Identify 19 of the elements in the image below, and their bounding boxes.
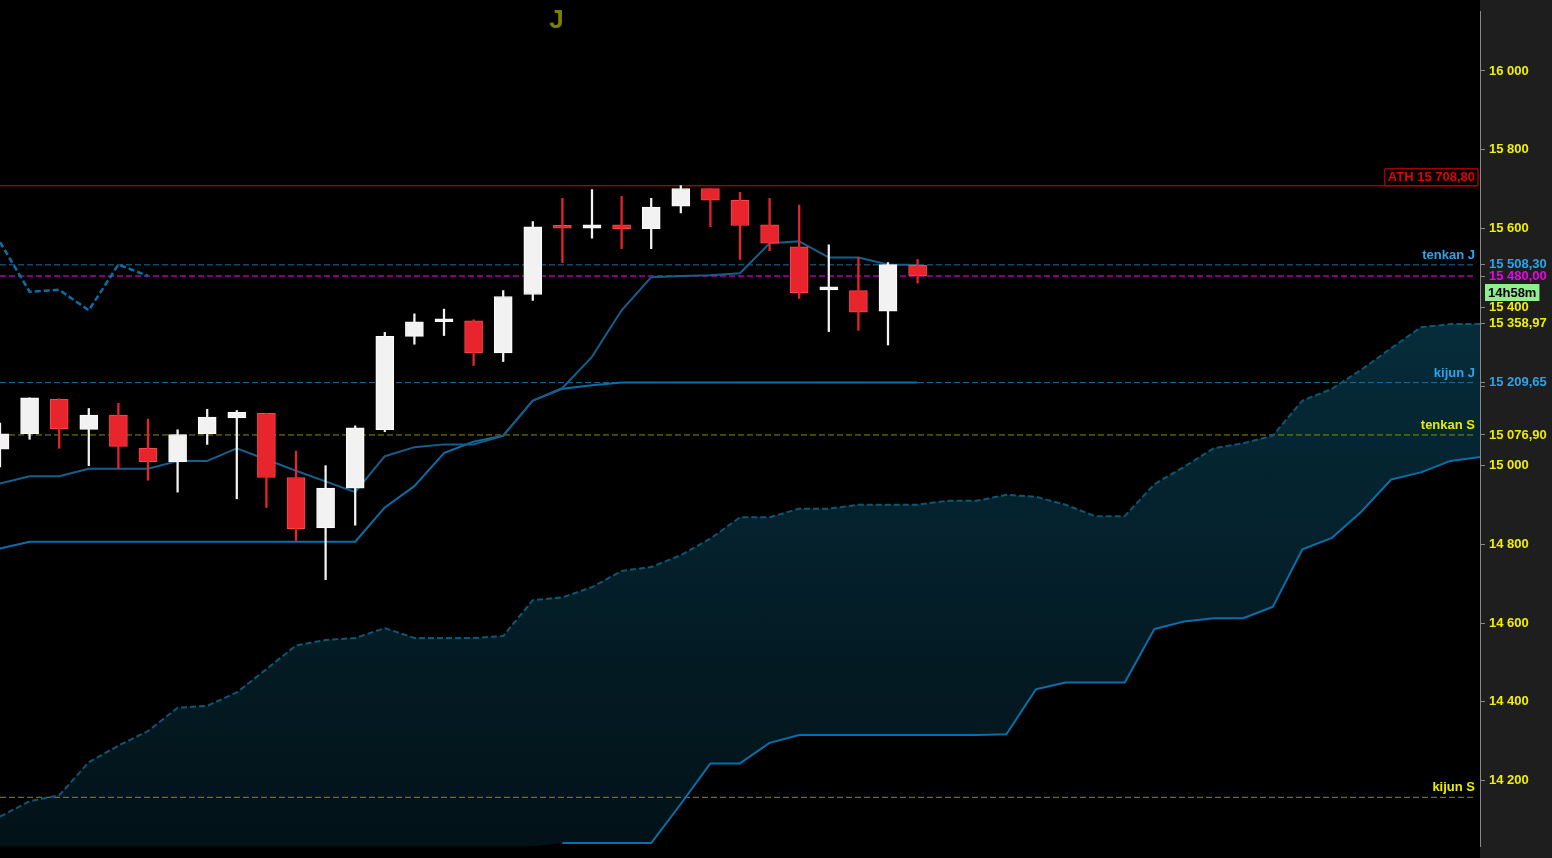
ref-line-label: kijun J — [1433, 364, 1475, 380]
ref-line-label: kijun S — [1432, 779, 1476, 795]
y-tick-label: 15 358,97 — [1489, 315, 1547, 331]
ref-line-label: ATH 15 708,80 — [1387, 169, 1475, 185]
ref-line-label: tenkan S — [1420, 417, 1476, 433]
ref-line-label: tenkan J — [1422, 246, 1475, 262]
y-tick-label: 15 800 — [1489, 141, 1529, 157]
y-tick-label: 14 200 — [1489, 772, 1529, 788]
chart-title: J — [549, 4, 564, 35]
y-tick-label: 16 000 — [1489, 62, 1529, 78]
y-tick-label: 15 600 — [1489, 220, 1529, 236]
y-tick-label: 14 800 — [1489, 535, 1529, 551]
y-tick-label: 14 400 — [1489, 693, 1529, 709]
y-tick-label: 15 076,90 — [1489, 426, 1547, 442]
y-tick-label: 14 600 — [1489, 614, 1529, 630]
y-tick-label: 15 400 — [1489, 299, 1529, 315]
text: 14h58m — [1488, 284, 1537, 300]
y-tick-label: 15 209,65 — [1489, 374, 1547, 390]
y-tick-label: 15 000 — [1489, 456, 1529, 472]
